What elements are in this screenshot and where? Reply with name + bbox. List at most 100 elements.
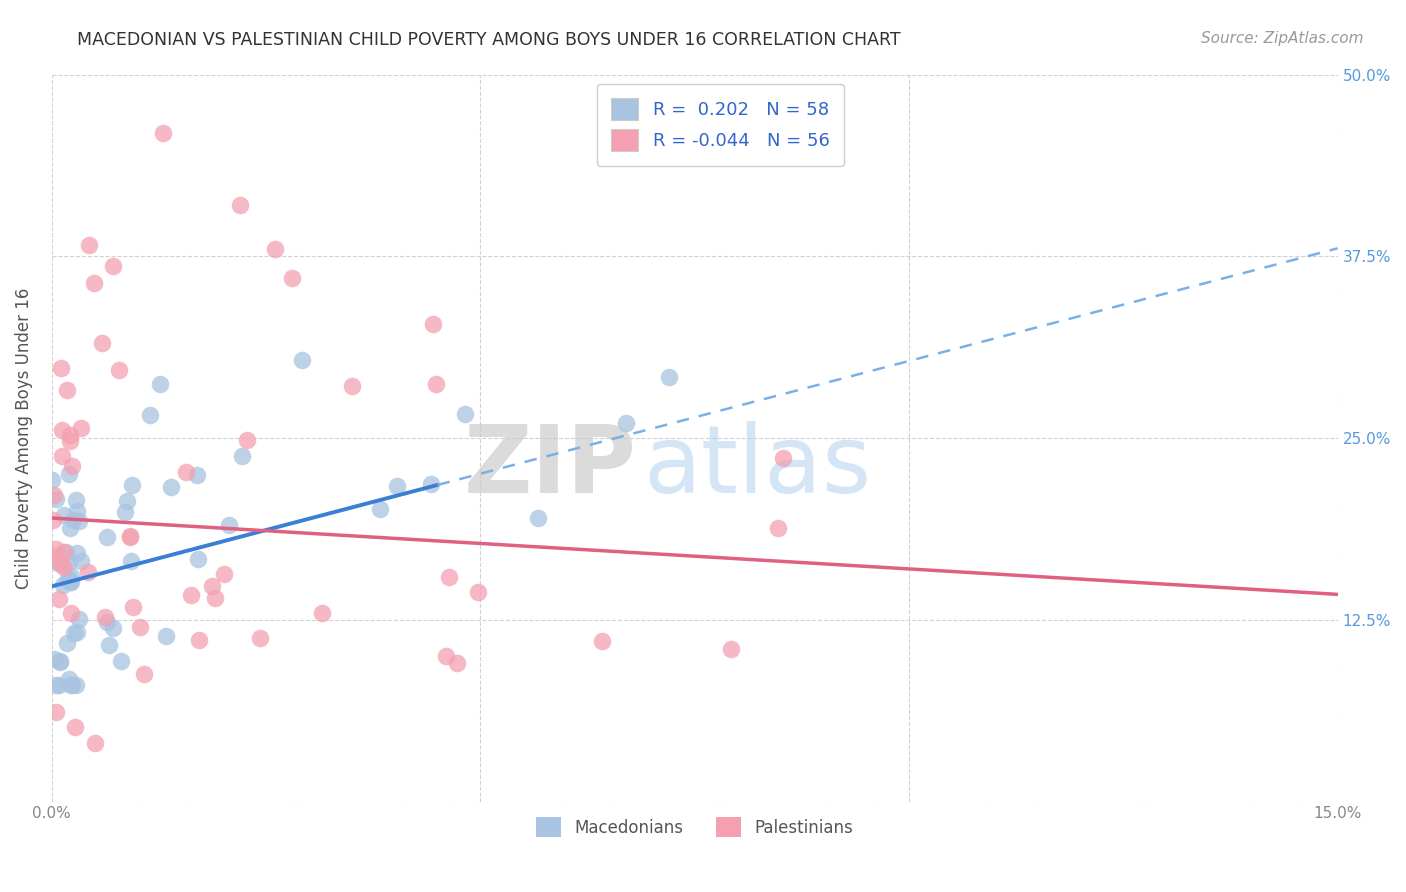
Point — [59, 434, 82, 448]
Point — [45, 705, 67, 719]
Point — [55, 545, 77, 559]
Point — [527, 511, 550, 525]
Point — [58, 672, 80, 686]
Point — [59, 606, 82, 620]
Point — [98, 638, 121, 652]
Point — [454, 407, 477, 421]
Point — [67, 612, 90, 626]
Point — [52, 545, 75, 559]
Point — [385, 479, 408, 493]
Point — [62, 513, 84, 527]
Point — [212, 567, 235, 582]
Point — [77, 565, 100, 579]
Point — [58, 573, 80, 587]
Point — [65, 492, 87, 507]
Point — [122, 599, 145, 614]
Point — [467, 585, 489, 599]
Point — [110, 654, 132, 668]
Point — [174, 465, 197, 479]
Y-axis label: Child Poverty Among Boys Under 16: Child Poverty Among Boys Under 16 — [15, 287, 32, 589]
Point — [45, 541, 67, 556]
Point — [152, 126, 174, 140]
Point — [108, 363, 131, 377]
Point — [658, 370, 681, 384]
Point — [368, 502, 391, 516]
Point — [59, 678, 82, 692]
Point — [41, 473, 63, 487]
Point — [59, 428, 82, 442]
Point — [434, 648, 457, 663]
Text: ZIP: ZIP — [464, 421, 637, 513]
Point — [129, 620, 152, 634]
Point — [79, 238, 101, 252]
Legend: Macedonians, Palestinians: Macedonians, Palestinians — [529, 811, 860, 844]
Point — [63, 720, 86, 734]
Point — [134, 666, 156, 681]
Point — [48, 592, 70, 607]
Point — [446, 656, 468, 670]
Point — [60, 678, 83, 692]
Text: MACEDONIAN VS PALESTINIAN CHILD POVERTY AMONG BOYS UNDER 16 CORRELATION CHART: MACEDONIAN VS PALESTINIAN CHILD POVERTY … — [77, 31, 901, 49]
Point — [340, 379, 363, 393]
Point — [65, 546, 87, 560]
Point — [231, 449, 253, 463]
Point — [118, 530, 141, 544]
Point — [63, 626, 86, 640]
Point — [53, 560, 76, 574]
Point — [720, 642, 742, 657]
Point — [69, 554, 91, 568]
Point — [772, 450, 794, 465]
Point — [96, 530, 118, 544]
Point — [58, 467, 80, 481]
Point — [66, 624, 89, 639]
Point — [41, 549, 63, 563]
Point — [56, 383, 79, 397]
Point — [311, 606, 333, 620]
Point — [46, 555, 69, 569]
Point — [437, 570, 460, 584]
Point — [187, 551, 209, 566]
Point — [120, 554, 142, 568]
Point — [83, 276, 105, 290]
Point — [60, 459, 83, 474]
Point — [59, 575, 82, 590]
Point — [236, 433, 259, 447]
Point — [83, 736, 105, 750]
Point — [188, 633, 211, 648]
Point — [70, 420, 93, 434]
Point — [249, 631, 271, 645]
Point — [419, 477, 441, 491]
Point — [281, 271, 304, 285]
Point — [291, 353, 314, 368]
Point — [121, 478, 143, 492]
Point — [766, 521, 789, 535]
Point — [180, 588, 202, 602]
Text: atlas: atlas — [644, 421, 872, 513]
Point — [201, 579, 224, 593]
Point — [120, 529, 142, 543]
Point — [44, 652, 66, 666]
Point — [52, 508, 75, 522]
Point — [186, 468, 208, 483]
Point — [101, 259, 124, 273]
Point — [48, 678, 70, 692]
Point — [103, 621, 125, 635]
Text: Source: ZipAtlas.com: Source: ZipAtlas.com — [1201, 31, 1364, 46]
Point — [263, 242, 285, 256]
Point — [91, 336, 114, 351]
Point — [422, 317, 444, 331]
Point — [204, 591, 226, 605]
Point — [45, 678, 67, 692]
Point — [591, 633, 613, 648]
Point — [49, 654, 72, 668]
Point — [67, 514, 90, 528]
Point — [41, 513, 63, 527]
Point — [149, 377, 172, 392]
Point — [51, 449, 73, 463]
Point — [614, 416, 637, 430]
Point — [139, 408, 162, 422]
Point — [58, 555, 80, 569]
Point — [49, 557, 72, 571]
Point — [425, 376, 447, 391]
Point — [96, 615, 118, 629]
